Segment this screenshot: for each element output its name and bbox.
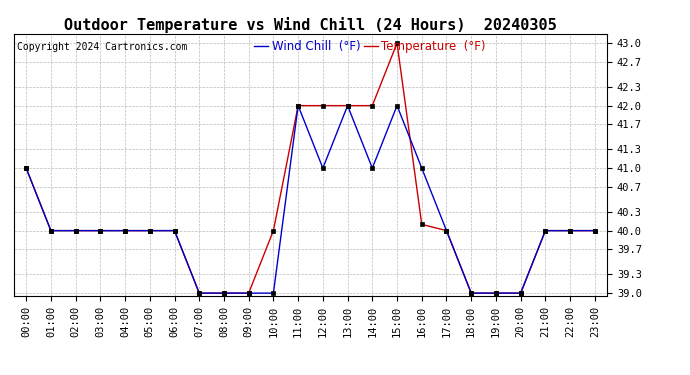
Legend: Wind Chill  (°F), Temperature  (°F): Wind Chill (°F), Temperature (°F): [254, 40, 486, 53]
Title: Outdoor Temperature vs Wind Chill (24 Hours)  20240305: Outdoor Temperature vs Wind Chill (24 Ho…: [64, 16, 557, 33]
Text: Copyright 2024 Cartronics.com: Copyright 2024 Cartronics.com: [17, 42, 187, 52]
